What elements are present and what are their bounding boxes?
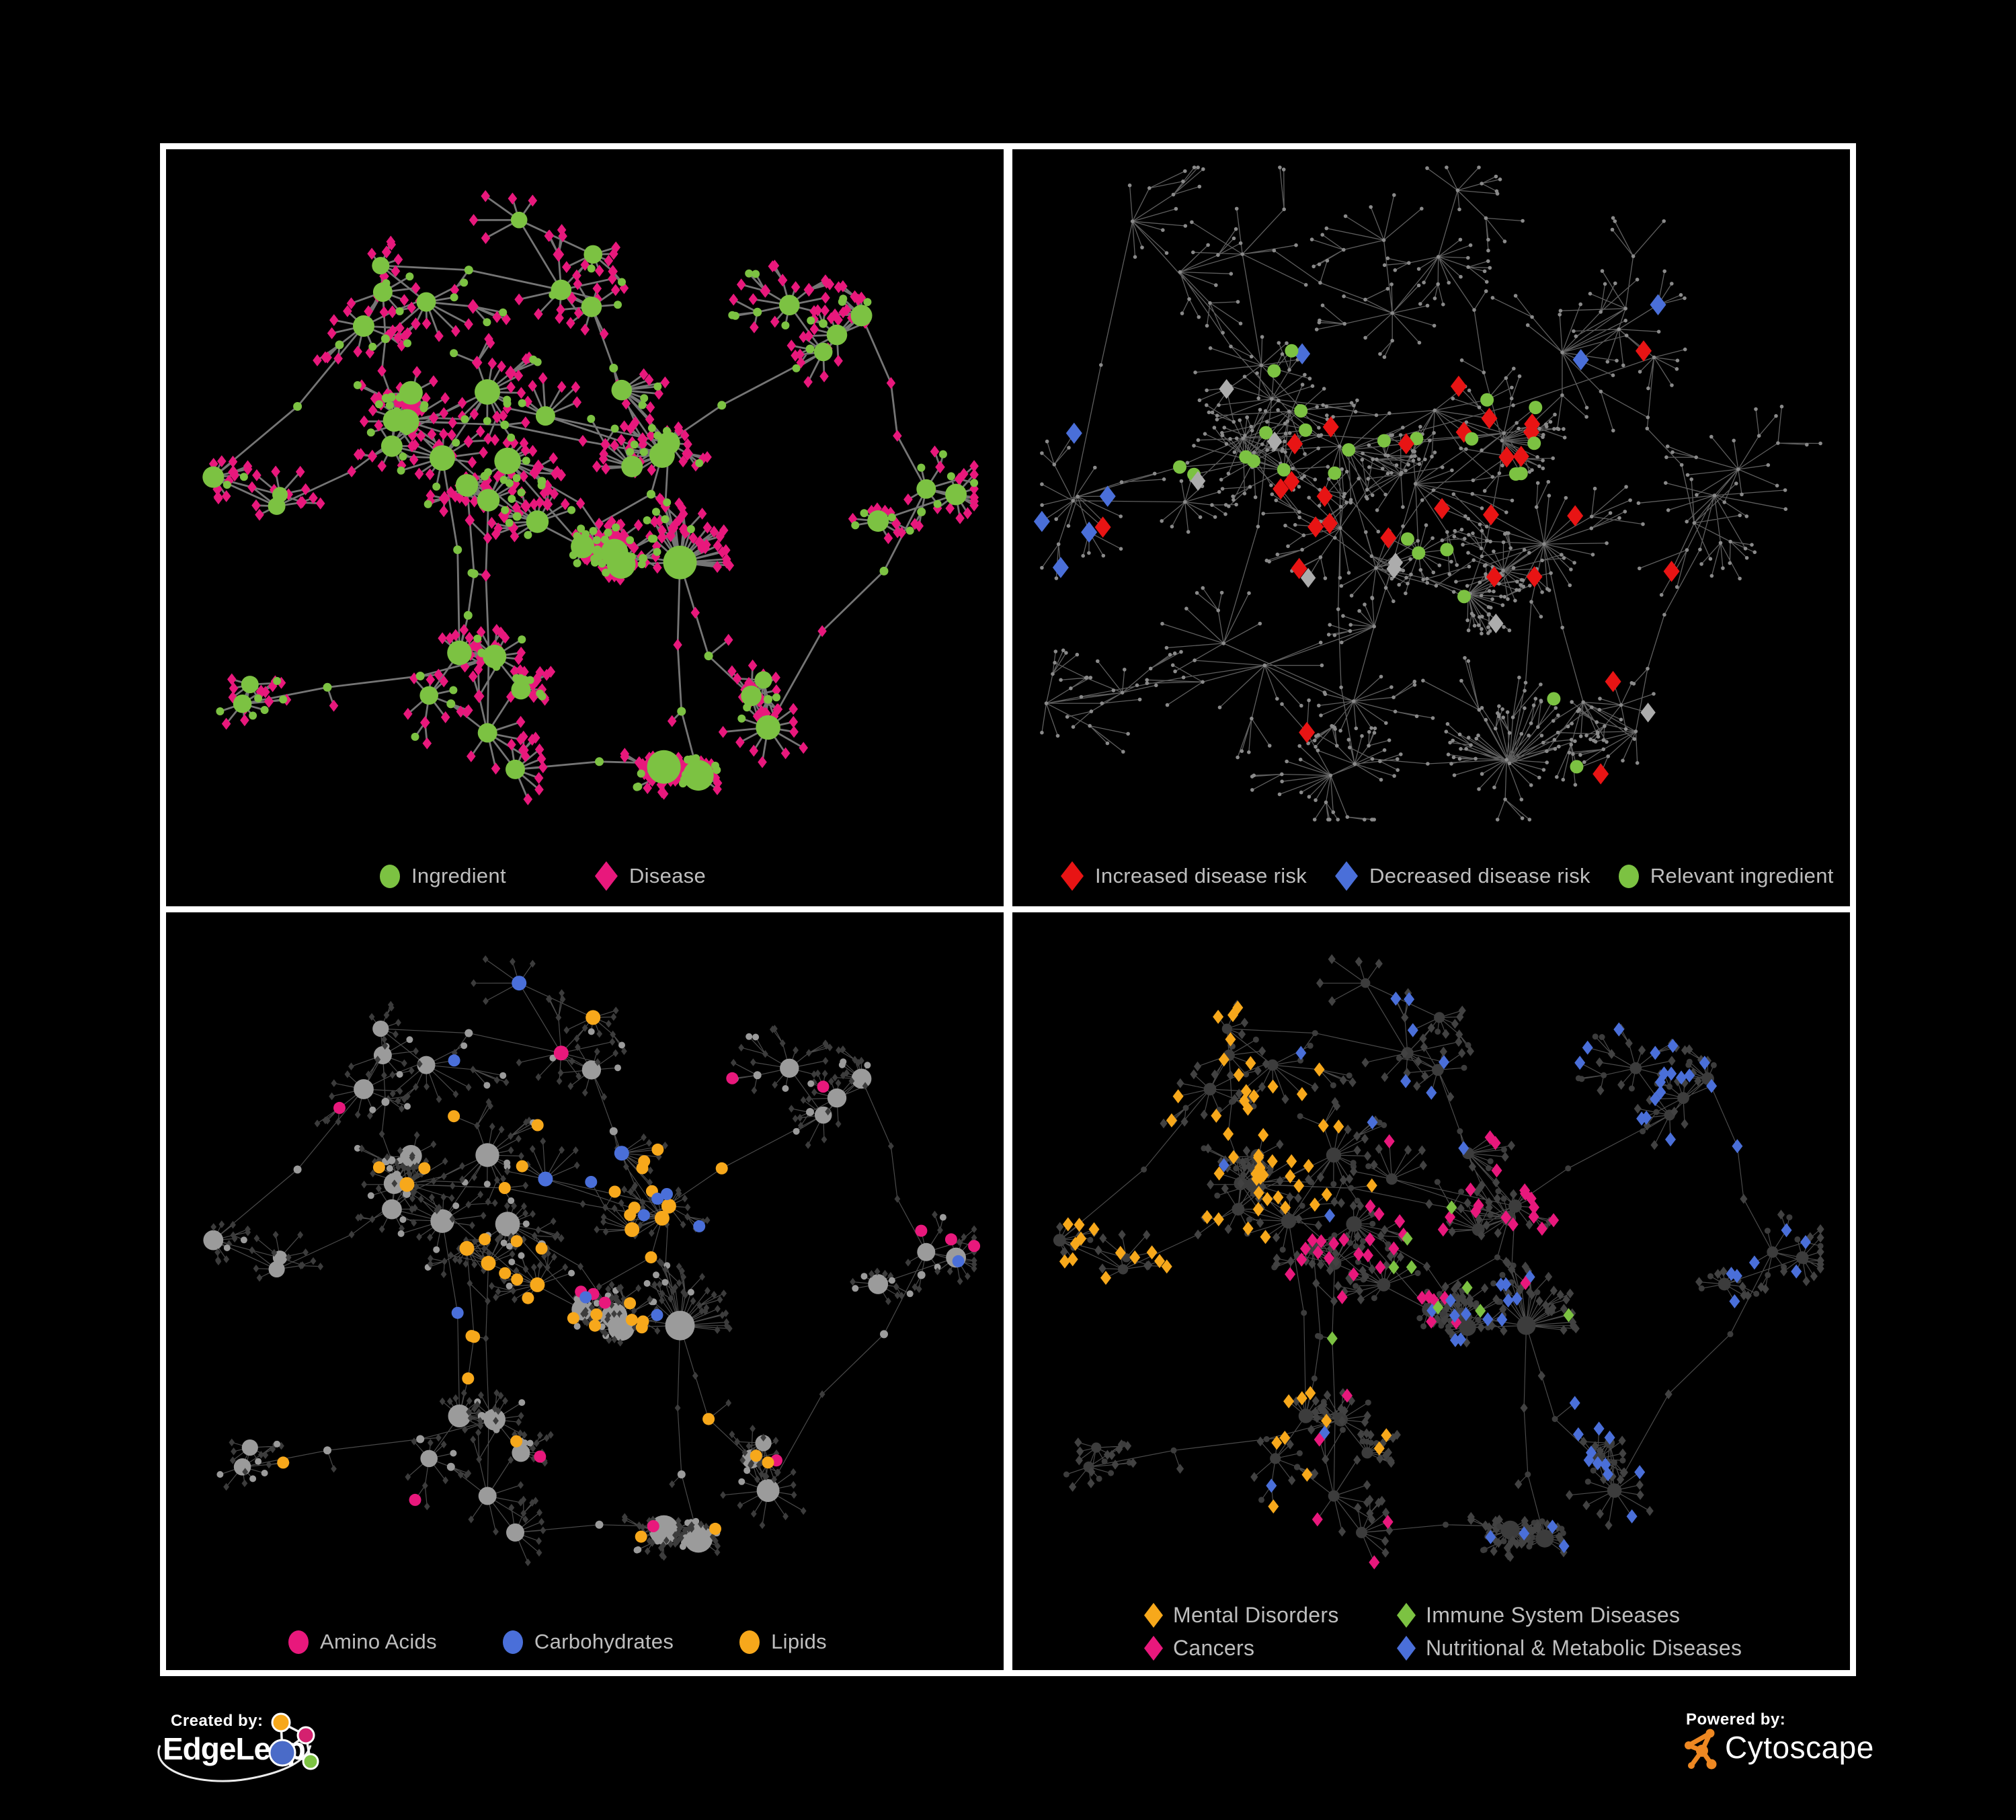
legend-label: Decreased disease risk — [1369, 864, 1590, 887]
edgeleap-logo — [268, 1712, 319, 1770]
powered-by-block: Powered by: Cytoscape — [1682, 1706, 1884, 1787]
panel-disease-categories: Mental Disorders Immune System Diseases Ca… — [1006, 906, 1856, 1676]
legend-label: Carbohydrates — [534, 1630, 674, 1653]
diamond-marker-icon — [1397, 1603, 1416, 1628]
legend-item: Immune System Diseases — [1397, 1603, 1742, 1628]
cytoscape-logo — [1685, 1729, 1717, 1770]
panel-nutrient-categories: Amino Acids Carbohydrates Lipids — [160, 906, 1010, 1676]
diamond-marker-icon — [1335, 861, 1359, 891]
legend-item: Carbohydrates — [502, 1630, 674, 1654]
legend-item: Ingredient — [380, 864, 506, 888]
legend-label: Amino Acids — [320, 1630, 437, 1653]
legend-label: Ingredient — [411, 864, 506, 887]
panel-disease-risk: Increased disease risk Decreased disease … — [1006, 143, 1856, 913]
diamond-marker-icon — [1144, 1603, 1163, 1628]
legend-label: Relevant ingredient — [1650, 864, 1834, 887]
legend-disease-categories: Mental Disorders Immune System Diseases Ca… — [1144, 1603, 1742, 1661]
network-ingredient-disease — [202, 190, 979, 805]
legend-label: Disease — [629, 864, 706, 887]
legend-disease-risk: Increased disease risk Decreased disease … — [1061, 861, 1834, 891]
diamond-marker-icon — [1061, 861, 1084, 891]
legend-label: Immune System Diseases — [1426, 1603, 1681, 1627]
network-disease-risk — [1033, 165, 1822, 822]
legend-label: Lipids — [771, 1630, 827, 1653]
legend-item: Disease — [594, 861, 706, 891]
legend-item: Increased disease risk — [1061, 861, 1307, 891]
legend-ingredient-disease: Ingredient Disease — [380, 861, 706, 891]
panel-ingredient-disease: Ingredient Disease — [160, 143, 1010, 913]
powered-by-label: Powered by: — [1686, 1710, 1786, 1729]
created-by-label: Created by: — [171, 1712, 264, 1730]
circle-marker-icon — [380, 864, 400, 888]
diamond-marker-icon — [1397, 1636, 1416, 1661]
legend-item: Nutritional & Metabolic Diseases — [1397, 1636, 1742, 1661]
network-disease-categories — [1053, 954, 1824, 1570]
legend-label: Cancers — [1173, 1636, 1255, 1660]
legend-label: Increased disease risk — [1095, 864, 1307, 887]
circle-marker-icon — [288, 1630, 309, 1654]
diamond-marker-icon — [594, 861, 618, 891]
circle-marker-icon — [739, 1630, 760, 1654]
legend-item: Cancers — [1144, 1636, 1397, 1661]
diamond-marker-icon — [1144, 1636, 1163, 1661]
cytoscape-wordmark: Cytoscape — [1725, 1730, 1874, 1765]
legend-label: Mental Disorders — [1173, 1603, 1339, 1627]
circle-marker-icon — [502, 1630, 523, 1654]
legend-nutrient-categories: Amino Acids Carbohydrates Lipids — [288, 1630, 827, 1654]
legend-item: Amino Acids — [288, 1630, 437, 1654]
created-by-block: Created by: EdgeLeap — [157, 1706, 350, 1801]
legend-item: Mental Disorders — [1144, 1603, 1397, 1628]
legend-item: Relevant ingredient — [1618, 864, 1834, 888]
circle-marker-icon — [1618, 864, 1639, 888]
network-nutrient-categories — [203, 955, 981, 1567]
legend-label: Nutritional & Metabolic Diseases — [1426, 1636, 1742, 1660]
legend-item: Lipids — [739, 1630, 827, 1654]
legend-item: Decreased disease risk — [1335, 861, 1590, 891]
